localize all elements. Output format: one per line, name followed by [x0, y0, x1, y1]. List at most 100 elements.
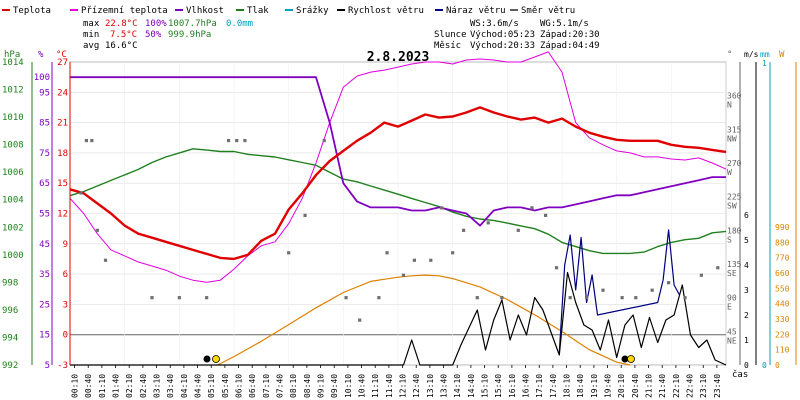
stats-block: max 22.8°C 100% 1007.7hPa 0.0mm min 7.5°… [83, 19, 600, 51]
series-direction-point [554, 266, 559, 270]
axis-mm-tick: 1 [762, 59, 767, 68]
axis-c-tick: 12 [57, 210, 68, 220]
axis-unit-c: °C [56, 50, 67, 60]
axis-c-tick: -3 [57, 361, 68, 371]
axis-dir-label: S [727, 235, 732, 244]
legend-label: Teplota [13, 6, 51, 16]
axis-ms-tick: 4 [744, 261, 749, 270]
axis-pct-tick: 25 [39, 300, 50, 310]
stat-max-press: 1007.7hPa [168, 19, 217, 29]
x-tick-label: 20:10 [617, 374, 626, 398]
series-direction-point [462, 228, 466, 232]
axis-c-tick: 9 [63, 240, 68, 250]
moonrise-marker-icon [621, 355, 629, 363]
x-tick-label: 04:40 [194, 374, 203, 398]
legend-label: Náraz větru [446, 6, 506, 16]
series-direction-point [90, 138, 94, 143]
series-direction-point [667, 281, 671, 285]
axis-dir-label: NE [727, 336, 737, 345]
axis-ms-tick: 3 [744, 286, 749, 295]
axis-hpa-tick: 1006 [2, 168, 24, 178]
x-tick-label: 13:40 [440, 374, 449, 398]
x-tick-label: 21:10 [645, 374, 654, 398]
stat-moonset: Západ:04:49 [540, 41, 600, 51]
stat-avg-label: avg [83, 41, 99, 51]
axis-hpa-tick: 994 [2, 333, 18, 343]
axis-w-tick: 220 [775, 330, 790, 339]
series-direction-point [516, 228, 520, 232]
x-tick-label: 01:10 [98, 374, 107, 398]
legend-label: Směr větru [521, 6, 575, 16]
series-direction-point [486, 221, 490, 225]
axis-w-tick: 330 [775, 315, 790, 324]
x-tick-label: 09:40 [330, 374, 339, 398]
axis-w-tick: 440 [775, 300, 790, 309]
stat-sunrise: Východ:05:23 [470, 30, 535, 40]
x-tick-label: 18:10 [563, 374, 572, 398]
x-tick-label: 14:40 [467, 374, 476, 398]
axis-dir-tick: 360 [727, 92, 742, 101]
axis-mm-tick: 0 [762, 361, 767, 370]
axis-w-tick: 990 [775, 223, 790, 232]
x-tick-label: 14:10 [453, 374, 462, 398]
series-direction-point [344, 296, 348, 300]
series-direction-point [568, 296, 572, 300]
axis-unit-mm: mm [760, 50, 770, 59]
x-tick-label: 17:10 [535, 374, 544, 398]
x-tick-label: 19:40 [604, 374, 613, 398]
series-direction-point [475, 296, 479, 300]
axis-dir-tick: 90 [727, 294, 737, 303]
series-direction-point [358, 318, 362, 322]
axis-dir-label: NW [727, 134, 737, 143]
legend: Teplota Přízemní teplota Vlhkost Tlak Srážky… [2, 6, 575, 16]
axis-pct-tick: 45 [39, 240, 50, 250]
x-tick-label: 22:10 [672, 374, 681, 398]
axis-ms-tick: 1 [744, 336, 749, 345]
axis-dir-label: SE [727, 269, 737, 278]
x-tick-label: 10:40 [358, 374, 367, 398]
series-temperature-line [69, 106, 727, 261]
axis-dir-label: E [727, 303, 732, 312]
axis-hpa-tick: 992 [2, 361, 18, 371]
x-tick-label: 16:40 [522, 374, 531, 398]
axis-c-tick: 21 [57, 119, 68, 129]
series-direction-point [412, 258, 416, 262]
stat-min-label: min [83, 30, 99, 40]
axis-unit-w: W [779, 50, 785, 60]
x-tick-label: 06:40 [248, 374, 257, 398]
stat-wg: WG:5.1m/s [540, 19, 589, 29]
stat-max-label: max [83, 19, 100, 29]
axis-hpa-tick: 1002 [2, 223, 24, 233]
axis-w-tick: 550 [775, 284, 790, 293]
axis-hpa-tick: 1010 [2, 113, 24, 123]
axis-pct-tick: 55 [39, 210, 50, 220]
axis-unit-deg: ° [727, 50, 732, 60]
x-tick-label: 13:10 [426, 374, 435, 398]
series-group [69, 51, 727, 366]
series-direction-point [451, 251, 455, 255]
x-tick-label: 01:40 [112, 374, 121, 398]
axis-pct-tick: 65 [39, 179, 50, 189]
series-ground-temp-line [69, 51, 727, 283]
series-direction-point [634, 296, 638, 300]
series-direction-point [401, 273, 406, 277]
stat-moonrise: Východ:20:33 [470, 41, 535, 51]
axis-hpa-tick: 1004 [2, 196, 24, 206]
series-direction-point [699, 273, 703, 277]
x-tick-label: 17:40 [549, 374, 558, 398]
axis-ms-tick: 6 [744, 211, 749, 220]
axis-hpa-tick: 998 [2, 278, 18, 288]
stat-sunset: Západ:20:30 [540, 30, 600, 40]
stat-ws: WS:3.6m/s [470, 19, 519, 29]
axis-dir-tick: 135 [727, 260, 742, 269]
axis-w-tick: 0 [775, 361, 780, 370]
x-tick-label: 07:40 [276, 374, 285, 398]
x-tick-label: 02:40 [139, 374, 148, 398]
legend-label: Přízemní teplota [81, 6, 168, 16]
stat-min-press: 999.9hPa [168, 30, 211, 40]
sunset-marker-icon [627, 355, 635, 363]
x-tick-label: 12:40 [412, 374, 421, 398]
stat-min-temp: 7.5°C [110, 30, 137, 40]
